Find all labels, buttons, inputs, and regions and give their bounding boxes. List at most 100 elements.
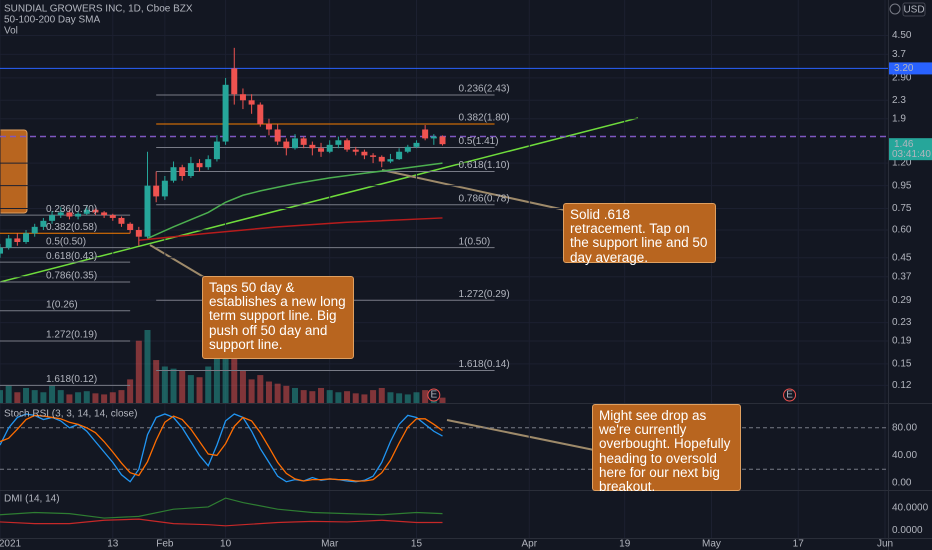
candle-body (170, 167, 177, 181)
volume-bar (101, 394, 108, 403)
stoch-line (0, 413, 443, 483)
volume-bar (422, 390, 429, 403)
dmi-tick-label: 40.0000 (892, 503, 929, 514)
x-tick-label: May (702, 539, 721, 550)
fib-label: 0.618(0.43) (46, 251, 97, 262)
fib-label: 1.272(0.29) (459, 289, 510, 300)
candle-body (66, 212, 73, 217)
candle-body (40, 220, 47, 227)
x-tick-label: Feb (156, 539, 174, 550)
candle-body (439, 136, 446, 145)
volume-bar (109, 392, 116, 403)
candle-body (5, 238, 12, 248)
stoch-tick-label: 0.00 (892, 478, 912, 489)
candle-body (187, 163, 194, 176)
annotation: Might see drop as we're currently overbo… (592, 404, 741, 493)
annotation: Taps 50 day & establishes a new long ter… (202, 276, 354, 359)
volume-bar (213, 342, 220, 403)
volume-bar (187, 375, 194, 403)
note-box (0, 129, 28, 214)
candle-body (213, 141, 220, 160)
fib-label: 1(0.50) (459, 236, 491, 247)
candle-body (413, 142, 420, 147)
candle-body (31, 226, 38, 234)
fib-label: 0.5(1.41) (459, 136, 499, 147)
y-tick-label: 0.45 (892, 252, 912, 263)
fib-label: 0.382(0.58) (46, 222, 97, 233)
candle-body (14, 238, 21, 242)
currency-box[interactable] (902, 2, 926, 17)
fib-label: 0.382(1.80) (459, 113, 510, 124)
volume-bar (49, 385, 56, 403)
volume-bar (0, 390, 3, 403)
fib-label: 1.618(0.14) (459, 359, 510, 370)
fib-label: 0.5(0.50) (46, 236, 86, 247)
y-tick-label: 2.90 (892, 73, 912, 84)
stoch-tick-label: 80.00 (892, 422, 917, 433)
candle-body (326, 144, 333, 152)
y-tick-label: 0.12 (892, 380, 912, 391)
candle-body (231, 68, 238, 95)
candle-body (135, 230, 142, 237)
fib-label: 1.618(0.12) (46, 374, 97, 385)
candle-body (422, 129, 429, 139)
volume-bar (31, 390, 38, 403)
x-tick-label: 2021 (0, 539, 22, 550)
last-price-tag (889, 138, 932, 161)
candle-body (318, 148, 325, 152)
candle-body (344, 140, 351, 150)
candle-body (23, 233, 30, 242)
candle-body (378, 156, 385, 162)
volume-bar (14, 392, 21, 403)
volume-bar (274, 383, 281, 403)
fib-label: 0.786(0.78) (459, 193, 510, 204)
volume-bar (248, 379, 255, 403)
fib-label: 0.618(1.10) (459, 160, 510, 171)
volume-bar (239, 370, 246, 403)
candle-body (404, 146, 411, 152)
fib-label: 0.786(0.35) (46, 271, 97, 282)
volume-bar (66, 394, 73, 403)
y-tick-label: 2.3 (892, 95, 906, 106)
candle-body (118, 217, 125, 224)
candle-body (101, 212, 108, 216)
volume-bar (309, 391, 316, 403)
candle-body (430, 136, 437, 139)
volume-bar (361, 394, 368, 403)
candle-body (196, 163, 203, 168)
earnings-marker (783, 388, 797, 402)
candle-body (292, 138, 298, 149)
y-tick-label: 0.23 (892, 317, 912, 328)
candle-body (0, 247, 3, 254)
x-tick-label: 17 (793, 539, 805, 550)
trend-line (0, 117, 639, 283)
volume-bar (396, 393, 403, 403)
candle-body (75, 213, 82, 217)
candle-body (222, 84, 229, 142)
icon[interactable] (889, 3, 901, 15)
candle-body (127, 223, 134, 231)
y-tick-label: 0.19 (892, 336, 912, 347)
volume-bar (23, 387, 30, 403)
volume-bar (404, 394, 411, 403)
pane-title: Stoch RSI (3, 3, 14, 14, close) (4, 409, 137, 420)
stoch-tick-label: 40.00 (892, 450, 917, 461)
pointer (381, 169, 566, 211)
volume-bar (170, 368, 177, 403)
candle-body (161, 180, 168, 197)
sma-line (147, 162, 443, 240)
candle-body (361, 151, 368, 156)
candle-body (265, 123, 272, 130)
fib-label: 0.236(2.43) (459, 84, 510, 95)
x-tick-label: 19 (619, 539, 631, 550)
y-tick-label: 0.60 (892, 225, 912, 236)
stoch-line (0, 414, 443, 482)
candle-body (257, 104, 264, 124)
candle-body (300, 138, 307, 145)
dmi-tick-label: 0.0000 (892, 525, 923, 536)
candle-body (283, 141, 290, 149)
candle-body (144, 185, 151, 237)
